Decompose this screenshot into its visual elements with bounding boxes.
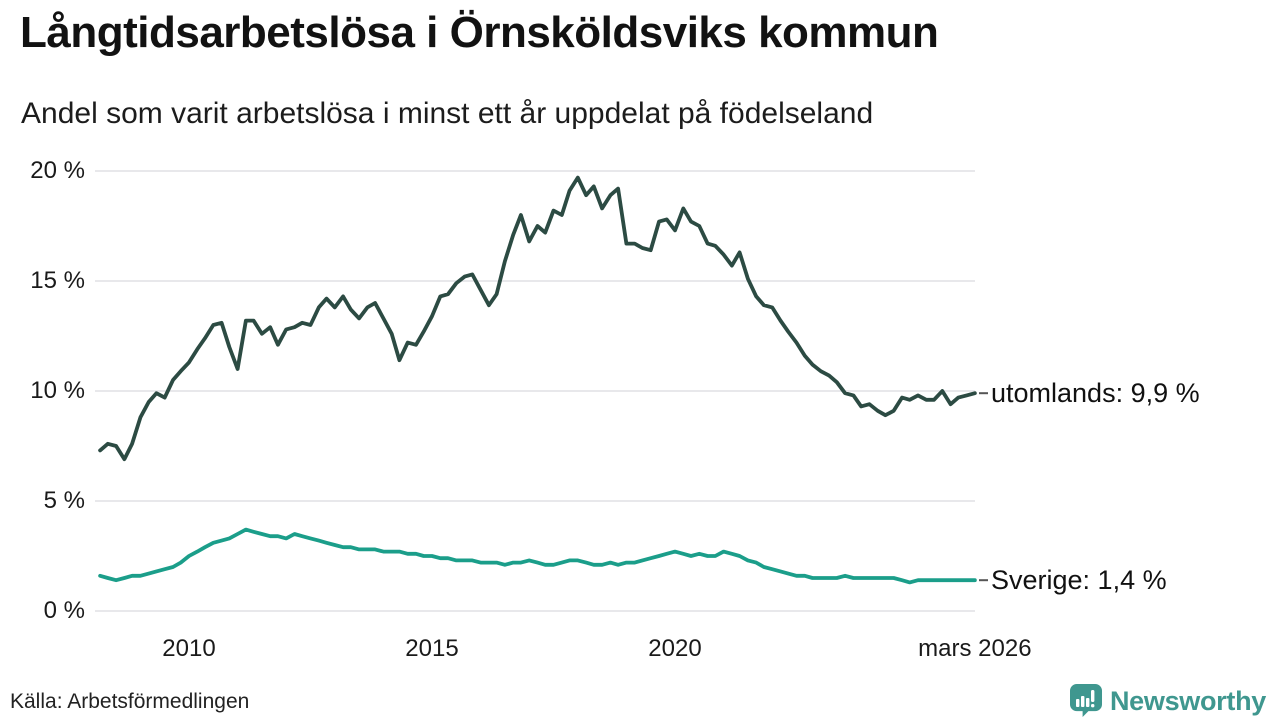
y-tick-label: 5 % <box>43 487 85 514</box>
brand-logo: Newsworthy <box>1069 684 1266 718</box>
newsworthy-bubble-icon <box>1069 684 1102 717</box>
series-line-utomlands <box>98 175 977 462</box>
series-end-label-utomlands: utomlands: 9,9 % <box>991 378 1200 409</box>
y-tick-label: 0 % <box>43 597 85 624</box>
source-note: Källa: Arbetsförmedlingen <box>10 690 250 713</box>
y-tick-label: 20 % <box>30 157 85 184</box>
x-tick-label: 2020 <box>648 635 702 662</box>
y-tick-label: 15 % <box>30 267 85 294</box>
series-line-sverige <box>98 527 977 585</box>
brand-name: Newsworthy <box>1109 685 1266 716</box>
series-end-label-sverige: Sverige: 1,4 % <box>991 565 1167 596</box>
y-tick-label: 10 % <box>30 377 85 404</box>
x-tick-label: 2015 <box>405 635 459 662</box>
x-tick-label: mars 2026 <box>918 635 1032 662</box>
x-tick-label: 2010 <box>162 635 216 662</box>
chart-subtitle: Andel som varit arbetslösa i minst ett å… <box>21 97 874 130</box>
page-title: Långtidsarbetslösa i Örnsköldsviks kommu… <box>20 8 939 57</box>
